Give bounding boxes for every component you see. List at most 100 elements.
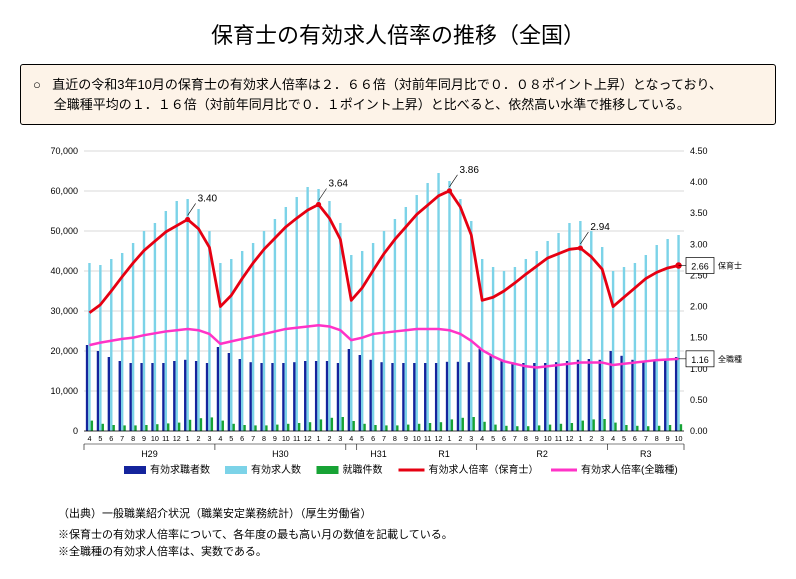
svg-text:10: 10 bbox=[544, 434, 552, 443]
svg-text:6: 6 bbox=[633, 434, 637, 443]
svg-text:12: 12 bbox=[435, 434, 443, 443]
summary-callout: ○ 直近の令和3年10月の保育士の有効求人倍率は２．６６倍（対前年同月比で０．０… bbox=[20, 64, 776, 125]
svg-text:8: 8 bbox=[655, 434, 659, 443]
svg-text:H31: H31 bbox=[370, 449, 387, 459]
svg-text:3.00: 3.00 bbox=[690, 239, 708, 249]
svg-text:3.64: 3.64 bbox=[329, 179, 349, 190]
source-line: （出典）一般職業紹介状況（職業安定業務統計）（厚生労働省） bbox=[58, 505, 776, 521]
svg-text:6: 6 bbox=[502, 434, 506, 443]
svg-text:8: 8 bbox=[262, 434, 266, 443]
svg-text:11: 11 bbox=[293, 434, 300, 443]
svg-text:有効求人倍率(全職種): 有効求人倍率(全職種) bbox=[581, 463, 678, 476]
svg-text:R1: R1 bbox=[438, 449, 450, 459]
svg-text:4.50: 4.50 bbox=[690, 146, 708, 156]
svg-text:保育士: 保育士 bbox=[718, 260, 742, 270]
notes: ※保育士の有効求人倍率について、各年度の最も高い月の数値を記載している。 ※全職… bbox=[58, 527, 776, 560]
svg-text:0.50: 0.50 bbox=[690, 395, 708, 405]
svg-text:60,000: 60,000 bbox=[50, 186, 78, 196]
svg-text:R3: R3 bbox=[640, 449, 652, 459]
svg-text:2: 2 bbox=[327, 434, 331, 443]
svg-text:12: 12 bbox=[173, 434, 181, 443]
callout-bullet: ○ bbox=[33, 75, 49, 95]
svg-text:12: 12 bbox=[304, 434, 312, 443]
svg-text:40,000: 40,000 bbox=[50, 266, 78, 276]
svg-text:1: 1 bbox=[578, 434, 582, 443]
svg-text:9: 9 bbox=[404, 434, 408, 443]
svg-text:4: 4 bbox=[218, 434, 222, 443]
svg-text:50,000: 50,000 bbox=[50, 226, 78, 236]
svg-text:2.94: 2.94 bbox=[590, 222, 610, 233]
note-2: ※全職種の有効求人倍率は、実数である。 bbox=[58, 544, 776, 561]
svg-text:1.16: 1.16 bbox=[691, 355, 709, 365]
svg-text:0: 0 bbox=[73, 426, 78, 436]
svg-text:11: 11 bbox=[162, 434, 169, 443]
callout-line-1: 直近の令和3年10月の保育士の有効求人倍率は２．６６倍（対前年同月比で０．０８ポ… bbox=[52, 77, 722, 92]
svg-text:4: 4 bbox=[349, 434, 353, 443]
svg-text:2: 2 bbox=[458, 434, 462, 443]
chart-container: 0 10,000 20,000 30,000 40,000 50,000 60,000 70,… bbox=[20, 137, 776, 497]
svg-text:2: 2 bbox=[589, 434, 593, 443]
svg-text:11: 11 bbox=[555, 434, 562, 443]
svg-text:30,000: 30,000 bbox=[50, 306, 78, 316]
svg-text:1: 1 bbox=[186, 434, 190, 443]
svg-text:9: 9 bbox=[535, 434, 539, 443]
svg-text:4: 4 bbox=[611, 434, 615, 443]
svg-text:3.40: 3.40 bbox=[198, 193, 218, 204]
svg-text:70,000: 70,000 bbox=[50, 146, 78, 156]
svg-text:6: 6 bbox=[240, 434, 244, 443]
svg-text:2.66: 2.66 bbox=[691, 261, 709, 271]
svg-text:3.50: 3.50 bbox=[690, 208, 708, 218]
svg-text:2: 2 bbox=[197, 434, 201, 443]
svg-text:7: 7 bbox=[120, 434, 124, 443]
svg-text:8: 8 bbox=[131, 434, 135, 443]
svg-text:R2: R2 bbox=[536, 449, 548, 459]
svg-text:9: 9 bbox=[666, 434, 670, 443]
svg-text:12: 12 bbox=[565, 434, 573, 443]
svg-text:就職件数: 就職件数 bbox=[343, 463, 383, 476]
svg-text:20,000: 20,000 bbox=[50, 346, 78, 356]
svg-text:6: 6 bbox=[371, 434, 375, 443]
svg-text:1: 1 bbox=[447, 434, 451, 443]
svg-text:10: 10 bbox=[413, 434, 421, 443]
svg-text:0.00: 0.00 bbox=[690, 426, 708, 436]
svg-text:3: 3 bbox=[469, 434, 473, 443]
svg-text:10: 10 bbox=[151, 434, 159, 443]
svg-text:11: 11 bbox=[424, 434, 431, 443]
svg-text:5: 5 bbox=[622, 434, 626, 443]
page-title: 保育士の有効求人倍率の推移（全国） bbox=[20, 18, 776, 50]
svg-text:5: 5 bbox=[229, 434, 233, 443]
svg-text:有効求職者数: 有効求職者数 bbox=[150, 463, 210, 476]
svg-text:有効求人数: 有効求人数 bbox=[251, 463, 301, 476]
svg-text:2.00: 2.00 bbox=[690, 302, 708, 312]
callout-line-2: 全職種平均の１．１６倍（対前年同月比で０．１ポイント上昇）と比べると、依然高い水… bbox=[33, 95, 763, 115]
svg-text:9: 9 bbox=[142, 434, 146, 443]
svg-text:7: 7 bbox=[251, 434, 255, 443]
svg-text:8: 8 bbox=[393, 434, 397, 443]
svg-text:1.50: 1.50 bbox=[690, 333, 708, 343]
svg-text:全職種: 全職種 bbox=[718, 354, 742, 364]
svg-text:3: 3 bbox=[600, 434, 604, 443]
svg-text:10: 10 bbox=[282, 434, 290, 443]
svg-text:5: 5 bbox=[491, 434, 495, 443]
svg-text:9: 9 bbox=[273, 434, 277, 443]
combo-chart: 0 10,000 20,000 30,000 40,000 50,000 60,000 70,… bbox=[24, 137, 754, 497]
svg-text:H30: H30 bbox=[272, 449, 289, 459]
svg-text:7: 7 bbox=[382, 434, 386, 443]
svg-text:有効求人倍率（保育士）: 有効求人倍率（保育士） bbox=[429, 463, 539, 476]
svg-text:7: 7 bbox=[644, 434, 648, 443]
svg-text:H29: H29 bbox=[141, 449, 158, 459]
svg-text:5: 5 bbox=[98, 434, 102, 443]
svg-text:7: 7 bbox=[513, 434, 517, 443]
svg-text:3: 3 bbox=[207, 434, 211, 443]
svg-text:3: 3 bbox=[338, 434, 342, 443]
svg-text:10: 10 bbox=[675, 434, 683, 443]
svg-text:1: 1 bbox=[317, 434, 321, 443]
svg-text:10,000: 10,000 bbox=[50, 386, 78, 396]
note-1: ※保育士の有効求人倍率について、各年度の最も高い月の数値を記載している。 bbox=[58, 527, 776, 544]
svg-text:5: 5 bbox=[360, 434, 364, 443]
svg-text:8: 8 bbox=[524, 434, 528, 443]
svg-text:6: 6 bbox=[109, 434, 113, 443]
svg-text:4.00: 4.00 bbox=[690, 177, 708, 187]
svg-text:4: 4 bbox=[480, 434, 484, 443]
svg-text:4: 4 bbox=[87, 434, 91, 443]
